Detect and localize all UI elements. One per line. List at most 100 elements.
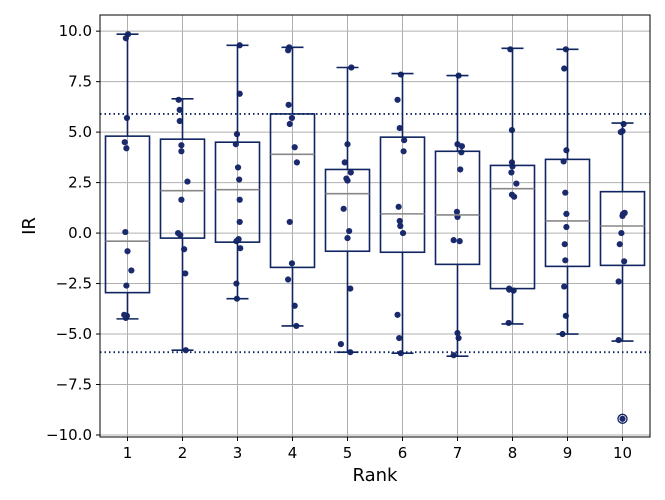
data-point [285, 101, 292, 108]
data-point [396, 124, 403, 132]
data-point [337, 341, 344, 348]
data-point [394, 311, 401, 318]
data-point [511, 193, 518, 200]
data-point [128, 267, 135, 274]
y-tick-label: 2.5 [68, 174, 92, 192]
x-tick-label: 2 [178, 444, 188, 462]
data-point [286, 120, 293, 128]
data-point [619, 415, 626, 422]
box-5 [324, 66, 371, 353]
y-tick-label: −10.0 [46, 426, 92, 444]
data-point [397, 222, 404, 230]
data-point [178, 148, 185, 155]
box-4 [269, 46, 316, 327]
data-point [178, 196, 185, 203]
box-iqr [159, 138, 206, 239]
data-point [121, 139, 128, 146]
data-point [562, 189, 569, 196]
data-point [450, 237, 457, 244]
data-point [293, 159, 300, 166]
box-iqr [104, 135, 151, 294]
data-point [285, 47, 292, 54]
x-tick-label: 4 [288, 444, 298, 462]
box-9 [544, 48, 591, 335]
data-point [340, 205, 347, 212]
box-2 [159, 97, 206, 351]
data-point [621, 258, 628, 265]
box-iqr [379, 136, 426, 254]
axis-ticks: −10.0 −7.5 −5.0 −2.5 0.0 2.5 5.0 7.5 10.0 1 2 3 4 5 6 7… [46, 22, 632, 462]
data-point [237, 245, 244, 252]
y-tick-label: 5.0 [68, 123, 92, 141]
box-iqr [489, 164, 536, 290]
data-point [395, 203, 402, 210]
data-point [450, 352, 457, 359]
data-point [344, 177, 351, 184]
data-point [457, 166, 464, 173]
data-point [399, 229, 407, 237]
box-8 [489, 47, 536, 325]
boxes [104, 33, 646, 424]
data-point [344, 235, 351, 242]
data-point [175, 96, 182, 103]
data-point [561, 283, 568, 290]
data-point [182, 270, 189, 277]
box-6 [379, 72, 426, 355]
data-point [453, 208, 461, 215]
y-tick-label: −5.0 [56, 325, 92, 343]
data-point [123, 282, 130, 289]
data-point [233, 238, 240, 245]
box-iqr [269, 113, 316, 269]
data-point [288, 260, 296, 267]
data-point [618, 229, 625, 237]
data-point [400, 148, 407, 155]
data-point [236, 218, 243, 226]
data-point [396, 334, 403, 342]
data-point [123, 145, 130, 152]
data-point [288, 114, 296, 122]
data-point [458, 143, 465, 150]
data-point [346, 227, 353, 235]
x-tick-label: 5 [343, 444, 353, 462]
data-point [615, 278, 622, 285]
data-point [178, 142, 185, 149]
y-tick-label: 10.0 [59, 22, 92, 40]
data-point [286, 218, 293, 226]
outlier [617, 413, 628, 424]
x-tick-label: 9 [563, 444, 573, 462]
data-point [619, 212, 626, 220]
data-point [456, 238, 463, 245]
data-point [563, 147, 570, 154]
data-point [563, 223, 570, 231]
y-tick-label: 7.5 [68, 73, 92, 91]
data-point [561, 241, 568, 248]
y-axis-label: IR [19, 217, 40, 235]
data-point [562, 257, 569, 264]
data-point [505, 319, 512, 327]
box-10 [599, 122, 646, 424]
data-point [458, 149, 465, 156]
data-points [121, 31, 628, 422]
data-point [401, 137, 408, 144]
data-point [291, 144, 298, 151]
reference-lines [100, 113, 650, 354]
x-tick-label: 1 [123, 444, 133, 462]
data-point [177, 231, 184, 239]
data-point [285, 276, 292, 283]
box-iqr [544, 158, 591, 268]
x-tick-label: 7 [453, 444, 463, 462]
data-point [563, 210, 570, 217]
data-point [341, 159, 348, 166]
box-iqr [599, 190, 646, 267]
box-iqr [434, 150, 481, 266]
box-iqr [214, 141, 261, 243]
data-point [620, 120, 627, 128]
y-tick-label: −2.5 [56, 275, 92, 293]
data-point [184, 178, 191, 185]
box-1 [104, 33, 151, 320]
box-3 [214, 44, 261, 300]
x-tick-label: 10 [613, 444, 632, 462]
data-point [122, 228, 129, 236]
data-point [347, 285, 354, 292]
